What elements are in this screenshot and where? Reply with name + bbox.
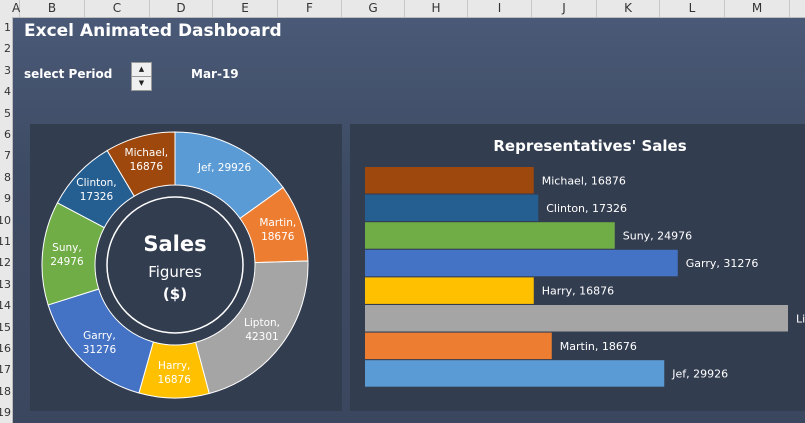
column-header: A bbox=[12, 0, 21, 17]
data-label: Clinton, 17326 bbox=[546, 202, 627, 215]
row-header: 1 bbox=[4, 21, 11, 34]
data-label: Clinton, 17326 bbox=[76, 177, 117, 204]
period-label: select Period bbox=[24, 67, 113, 81]
chart-title: Representatives' Sales bbox=[493, 137, 686, 155]
column-header: E bbox=[213, 0, 278, 17]
column-header: C bbox=[85, 0, 150, 17]
bar bbox=[365, 194, 539, 222]
bar bbox=[365, 249, 678, 277]
data-label: Suny, 24976 bbox=[50, 242, 84, 269]
row-header: 14 bbox=[0, 299, 11, 313]
row-header: 19 bbox=[0, 406, 11, 420]
row-header: 2 bbox=[4, 42, 11, 56]
column-header: I bbox=[468, 0, 532, 17]
row-header: 3 bbox=[4, 63, 11, 77]
bar bbox=[365, 305, 789, 332]
row-header: 16 bbox=[0, 342, 11, 355]
row-header: 8 bbox=[4, 170, 11, 184]
column-header: F bbox=[278, 0, 342, 17]
data-label: Harry, 16876 bbox=[157, 360, 191, 387]
column-header: G bbox=[342, 0, 405, 17]
bar bbox=[365, 222, 615, 249]
donut-slice bbox=[106, 131, 176, 197]
data-label: Martin, 18676 bbox=[259, 217, 297, 244]
spin-up[interactable]: ▲ bbox=[131, 62, 152, 77]
row-header: 9 bbox=[4, 192, 11, 206]
row-header: 6 bbox=[4, 128, 11, 141]
row-header-bar: 12345678910111213141516171819 bbox=[0, 17, 13, 423]
data-label: Garry, 31276 bbox=[82, 329, 117, 356]
dashboard-title: Excel Animated Dashboard bbox=[24, 21, 282, 41]
center-subtitle: Figures bbox=[148, 263, 202, 281]
data-label: Michael, 16876 bbox=[124, 147, 169, 174]
row-header: 15 bbox=[0, 320, 11, 334]
column-header: L bbox=[660, 0, 725, 17]
data-label: Lipton, 42301 bbox=[796, 312, 805, 325]
data-label: Suny, 24976 bbox=[623, 229, 692, 242]
period-value: Mar-19 bbox=[191, 67, 239, 81]
data-label: Harry, 16876 bbox=[542, 285, 614, 298]
row-header: 12 bbox=[0, 256, 11, 270]
data-label: Lipton, 42301 bbox=[244, 316, 280, 343]
column-header: B bbox=[20, 0, 85, 17]
data-label: Jef, 29926 bbox=[197, 162, 252, 175]
column-header: K bbox=[597, 0, 660, 17]
bar bbox=[365, 167, 534, 194]
row-header: 4 bbox=[4, 85, 11, 99]
row-header: 7 bbox=[4, 149, 11, 163]
row-header: 10 bbox=[0, 213, 11, 227]
bar bbox=[365, 332, 552, 360]
row-header: 5 bbox=[4, 106, 11, 120]
data-label: Martin, 18676 bbox=[560, 340, 637, 353]
data-label: Michael, 16876 bbox=[542, 174, 626, 187]
data-label: Garry, 31276 bbox=[686, 257, 759, 270]
column-header: J bbox=[532, 0, 597, 17]
center-title: Sales bbox=[143, 232, 206, 256]
row-header: 11 bbox=[0, 235, 11, 248]
center-ring bbox=[106, 196, 244, 334]
donut-panel: Sales Figures ($) Jef, 29926 Martin, 18676 L… bbox=[30, 124, 342, 411]
bar-chart: Representatives' Sales Michael, 16876 Clin… bbox=[365, 137, 805, 387]
data-label: Jef, 29926 bbox=[671, 367, 728, 380]
bar-panel: Representatives' Sales Michael, 16876 Clin… bbox=[350, 124, 805, 411]
bar bbox=[365, 360, 665, 387]
row-header: 17 bbox=[0, 363, 11, 377]
spin-down[interactable]: ▼ bbox=[131, 76, 152, 91]
row-header: 18 bbox=[0, 384, 11, 398]
column-header: H bbox=[405, 0, 468, 17]
row-header: 13 bbox=[0, 277, 11, 291]
center-unit: ($) bbox=[163, 285, 187, 303]
column-header: D bbox=[150, 0, 213, 17]
column-header: M bbox=[725, 0, 790, 17]
bar bbox=[365, 277, 534, 304]
donut-chart: Sales Figures ($) bbox=[41, 131, 309, 399]
